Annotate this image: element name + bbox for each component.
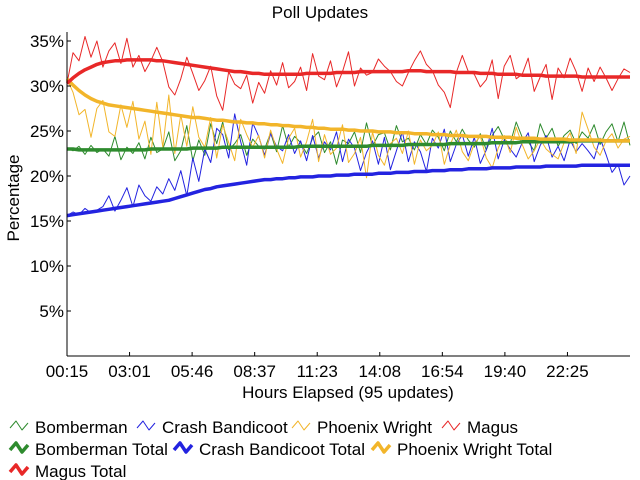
- legend-swatch-magus: [441, 420, 461, 431]
- legend-label-bomberman-total: Bomberman Total: [35, 440, 168, 459]
- y-tick-label: 35%: [30, 32, 64, 51]
- y-tick-label: 20%: [30, 167, 64, 186]
- series-line-bomberman-total: [67, 139, 630, 152]
- y-tick-label: 10%: [30, 257, 64, 276]
- legend-label-phoenix-wright-total: Phoenix Wright Total: [397, 440, 552, 459]
- legend-swatch-magus-total: [8, 463, 30, 476]
- x-tick-label: 00:15: [46, 362, 89, 381]
- chart-legend: Bomberman Crash Bandicoot Phoenix Wright Ma…: [8, 418, 552, 480]
- chart-title: Poll Updates: [272, 3, 368, 22]
- legend-label-bomberman: Bomberman: [35, 418, 128, 437]
- legend-swatch-phoenix-wright: [291, 420, 311, 431]
- legend-swatch-crash-bandicoot: [136, 420, 156, 431]
- x-tick-label: 16:54: [421, 362, 464, 381]
- legend-swatch-bomberman-total: [8, 441, 30, 454]
- series-line-magus: [66, 36, 631, 111]
- x-tick-label: 14:08: [359, 362, 402, 381]
- series-line-crash-bandicoot: [66, 113, 631, 217]
- series-line-phoenix-wright: [66, 78, 631, 179]
- x-tick-label: 05:46: [171, 362, 214, 381]
- series-line-crash-bandicoot-total: [66, 163, 630, 218]
- y-tick-label: 15%: [30, 212, 64, 231]
- y-tick-label: 5%: [39, 302, 64, 321]
- plot-lines: [65, 36, 631, 218]
- chart-axes: [66, 32, 630, 357]
- x-tick-label: 11:23: [297, 362, 338, 381]
- legend-swatch-bomberman: [9, 420, 29, 431]
- legend-swatch-phoenix-wright-total: [370, 441, 392, 454]
- x-tick-label: 19:40: [484, 362, 527, 381]
- legend-label-crash-bandicoot-total: Crash Bandicoot Total: [199, 440, 365, 459]
- legend-swatch-crash-bandicoot-total: [172, 441, 194, 454]
- x-ticks: 00:15 03:01 05:46 08:37 11:23 14:08 16:54 19:40…: [46, 352, 589, 381]
- y-tick-label: 25%: [30, 122, 64, 141]
- y-tick-label: 30%: [30, 77, 64, 96]
- legend-label-phoenix-wright: Phoenix Wright: [317, 418, 432, 437]
- x-tick-label: 03:01: [108, 362, 151, 381]
- series-line-magus-total: [65, 58, 630, 85]
- legend-label-magus: Magus: [467, 418, 518, 437]
- y-ticks: 5% 10% 15% 20% 25% 30% 35%: [30, 32, 71, 321]
- legend-label-magus-total: Magus Total: [35, 462, 126, 480]
- x-axis-label: Hours Elapsed (95 updates): [242, 383, 454, 402]
- x-tick-label: 08:37: [233, 362, 276, 381]
- x-tick-label: 22:25: [546, 362, 589, 381]
- y-axis-label: Percentage: [4, 155, 23, 242]
- series-line-phoenix-wright-total: [65, 77, 630, 143]
- legend-label-crash-bandicoot: Crash Bandicoot: [162, 418, 288, 437]
